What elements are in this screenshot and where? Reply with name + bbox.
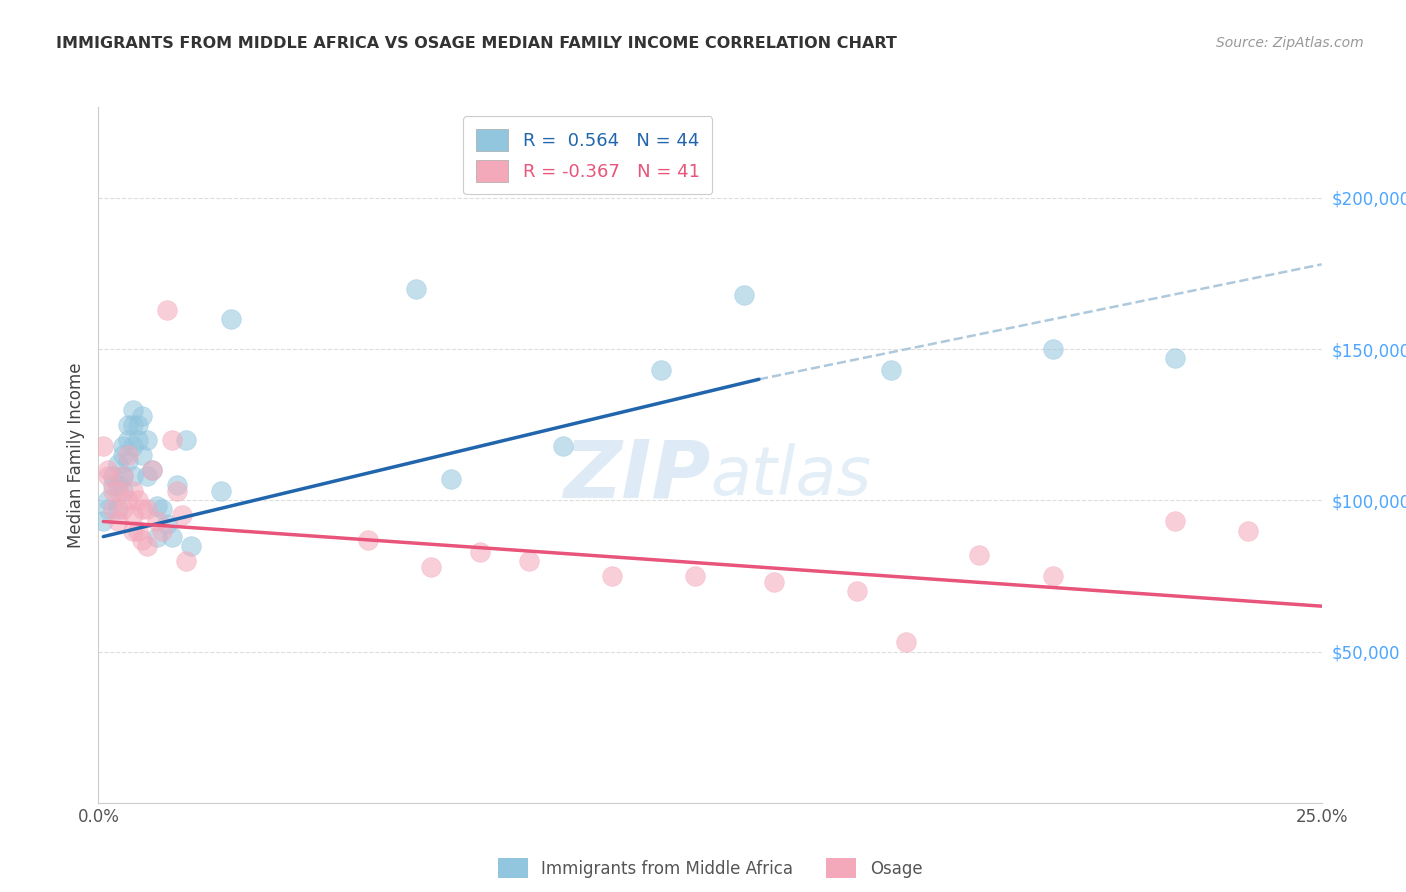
Point bbox=[405, 281, 427, 295]
Point bbox=[166, 484, 188, 499]
Point bbox=[420, 559, 443, 574]
Point bbox=[150, 524, 173, 538]
Point bbox=[127, 524, 149, 538]
Point bbox=[146, 515, 169, 529]
Point bbox=[127, 433, 149, 447]
Point bbox=[685, 569, 707, 583]
Point bbox=[101, 478, 124, 492]
Point bbox=[762, 574, 785, 589]
Point bbox=[440, 472, 463, 486]
Text: Source: ZipAtlas.com: Source: ZipAtlas.com bbox=[1216, 36, 1364, 50]
Point bbox=[553, 439, 575, 453]
Point bbox=[150, 502, 173, 516]
Point bbox=[121, 417, 143, 432]
Point bbox=[160, 433, 183, 447]
Point bbox=[111, 439, 134, 453]
Point bbox=[107, 502, 129, 516]
Point bbox=[127, 493, 149, 508]
Point bbox=[131, 409, 153, 423]
Point bbox=[121, 508, 143, 523]
Point bbox=[107, 478, 129, 492]
Point bbox=[131, 502, 153, 516]
Point bbox=[111, 448, 134, 462]
Point bbox=[1042, 342, 1064, 356]
Point bbox=[1164, 351, 1187, 365]
Point bbox=[101, 469, 124, 483]
Point bbox=[141, 463, 163, 477]
Point bbox=[121, 469, 143, 483]
Point bbox=[131, 448, 153, 462]
Point bbox=[117, 417, 139, 432]
Point bbox=[97, 493, 120, 508]
Text: IMMIGRANTS FROM MIDDLE AFRICA VS OSAGE MEDIAN FAMILY INCOME CORRELATION CHART: IMMIGRANTS FROM MIDDLE AFRICA VS OSAGE M… bbox=[56, 36, 897, 51]
Point bbox=[91, 515, 114, 529]
Point bbox=[468, 545, 491, 559]
Point bbox=[880, 363, 903, 377]
Point bbox=[170, 508, 193, 523]
Legend: Immigrants from Middle Africa, Osage: Immigrants from Middle Africa, Osage bbox=[491, 851, 929, 885]
Point bbox=[117, 433, 139, 447]
Point bbox=[176, 433, 198, 447]
Point bbox=[356, 533, 378, 547]
Point bbox=[136, 502, 159, 516]
Point bbox=[600, 569, 623, 583]
Point bbox=[121, 484, 143, 499]
Point bbox=[141, 463, 163, 477]
Point bbox=[209, 484, 232, 499]
Point bbox=[733, 287, 755, 301]
Point bbox=[146, 500, 169, 514]
Point bbox=[127, 417, 149, 432]
Point bbox=[166, 478, 188, 492]
Text: ZIP: ZIP bbox=[562, 437, 710, 515]
Point bbox=[156, 517, 179, 532]
Point bbox=[517, 554, 540, 568]
Point bbox=[91, 439, 114, 453]
Point bbox=[894, 635, 917, 649]
Point bbox=[136, 433, 159, 447]
Point bbox=[107, 484, 129, 499]
Point bbox=[97, 469, 120, 483]
Point bbox=[131, 533, 153, 547]
Point bbox=[1237, 524, 1260, 538]
Point bbox=[845, 584, 868, 599]
Point bbox=[101, 502, 124, 516]
Point bbox=[160, 530, 183, 544]
Point bbox=[111, 469, 134, 483]
Point bbox=[146, 530, 169, 544]
Point bbox=[97, 502, 120, 516]
Y-axis label: Median Family Income: Median Family Income bbox=[66, 362, 84, 548]
Point bbox=[111, 502, 134, 516]
Point bbox=[176, 554, 198, 568]
Point bbox=[117, 448, 139, 462]
Point bbox=[1164, 515, 1187, 529]
Point bbox=[107, 515, 129, 529]
Point bbox=[117, 493, 139, 508]
Point bbox=[97, 463, 120, 477]
Point bbox=[1042, 569, 1064, 583]
Point bbox=[180, 539, 202, 553]
Point bbox=[107, 457, 129, 471]
Point bbox=[156, 302, 179, 317]
Point bbox=[967, 548, 990, 562]
Point bbox=[121, 524, 143, 538]
Point bbox=[111, 469, 134, 483]
Point bbox=[136, 469, 159, 483]
Point bbox=[111, 484, 134, 499]
Point bbox=[219, 311, 242, 326]
Point bbox=[101, 484, 124, 499]
Point bbox=[117, 454, 139, 468]
Point bbox=[121, 439, 143, 453]
Point bbox=[650, 363, 672, 377]
Point bbox=[136, 539, 159, 553]
Text: atlas: atlas bbox=[710, 442, 872, 508]
Point bbox=[121, 402, 143, 417]
